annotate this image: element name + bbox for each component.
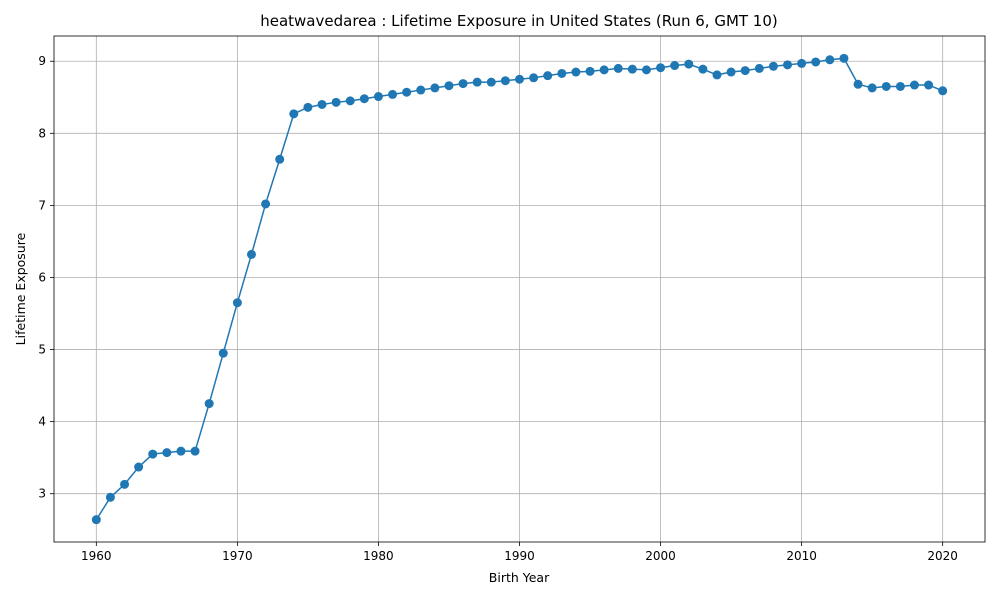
data-point bbox=[416, 85, 426, 95]
data-point bbox=[740, 66, 750, 76]
data-point bbox=[529, 73, 539, 83]
data-point bbox=[388, 89, 398, 99]
data-point bbox=[754, 63, 764, 73]
y-tick-label: 6 bbox=[38, 270, 46, 284]
ticks: 1960 1970 1980 1990 2000 2010 2020 3 4 5 6 7 8 9 bbox=[38, 54, 958, 563]
data-point bbox=[627, 64, 637, 74]
data-point bbox=[797, 58, 807, 68]
data-point bbox=[825, 55, 835, 65]
data-point bbox=[515, 74, 524, 84]
y-tick-label: 8 bbox=[38, 126, 46, 140]
data-point bbox=[670, 61, 680, 71]
data-point bbox=[543, 71, 553, 81]
data-point bbox=[486, 77, 496, 87]
data-point bbox=[500, 76, 510, 86]
x-tick-label: 2020 bbox=[927, 549, 958, 563]
data-point bbox=[275, 154, 285, 164]
data-point bbox=[867, 83, 877, 93]
data-point bbox=[924, 80, 934, 90]
data-point bbox=[853, 79, 863, 89]
data-point bbox=[289, 109, 299, 119]
data-point bbox=[303, 102, 313, 112]
data-point bbox=[641, 65, 651, 75]
data-point bbox=[218, 348, 228, 358]
y-tick-label: 9 bbox=[38, 54, 46, 68]
x-tick-label: 1970 bbox=[222, 549, 253, 563]
data-point bbox=[232, 298, 242, 308]
data-point bbox=[204, 399, 214, 409]
data-point bbox=[345, 96, 355, 106]
data-point bbox=[684, 59, 694, 69]
data-point bbox=[91, 515, 101, 525]
data-point bbox=[430, 83, 440, 93]
data-point bbox=[458, 79, 468, 89]
chart-title: heatwavedarea : Lifetime Exposure in Uni… bbox=[260, 12, 778, 30]
data-point bbox=[134, 462, 144, 472]
y-tick-label: 7 bbox=[38, 198, 46, 212]
data-point bbox=[811, 57, 821, 67]
data-point bbox=[402, 87, 412, 97]
data-point bbox=[726, 67, 736, 77]
data-point bbox=[698, 64, 708, 74]
data-point bbox=[120, 479, 130, 489]
data-point bbox=[712, 70, 722, 80]
data-point bbox=[105, 492, 115, 502]
data-point bbox=[571, 67, 581, 77]
data-point bbox=[162, 448, 172, 458]
y-axis-label: Lifetime Exposure bbox=[13, 232, 28, 345]
x-tick-label: 1980 bbox=[363, 549, 394, 563]
data-point bbox=[839, 53, 849, 63]
data-point bbox=[881, 81, 891, 91]
data-point bbox=[359, 94, 369, 104]
x-tick-label: 2000 bbox=[645, 549, 676, 563]
data-point bbox=[557, 68, 567, 78]
y-tick-label: 3 bbox=[38, 487, 46, 501]
data-point bbox=[331, 97, 341, 107]
data-point bbox=[613, 63, 623, 73]
data-point bbox=[938, 86, 948, 96]
x-tick-label: 2010 bbox=[786, 549, 817, 563]
data-point bbox=[190, 446, 200, 456]
y-tick-label: 4 bbox=[38, 415, 46, 429]
data-point bbox=[783, 60, 793, 70]
data-point bbox=[373, 92, 383, 102]
data-point bbox=[472, 77, 482, 87]
data-point bbox=[317, 99, 327, 109]
data-point bbox=[909, 80, 919, 90]
data-point bbox=[148, 449, 158, 459]
data-point bbox=[599, 65, 609, 75]
data-point bbox=[585, 66, 595, 76]
data-point bbox=[656, 63, 666, 73]
data-point bbox=[768, 61, 778, 71]
x-tick-label: 1990 bbox=[504, 549, 535, 563]
data-point bbox=[444, 81, 454, 91]
y-tick-label: 5 bbox=[38, 343, 46, 357]
series-layer bbox=[91, 53, 948, 525]
x-tick-label: 1960 bbox=[81, 549, 112, 563]
data-point bbox=[895, 81, 905, 91]
data-point bbox=[176, 446, 186, 456]
data-point bbox=[261, 199, 271, 209]
x-axis-label: Birth Year bbox=[489, 570, 550, 585]
data-point bbox=[246, 249, 256, 259]
